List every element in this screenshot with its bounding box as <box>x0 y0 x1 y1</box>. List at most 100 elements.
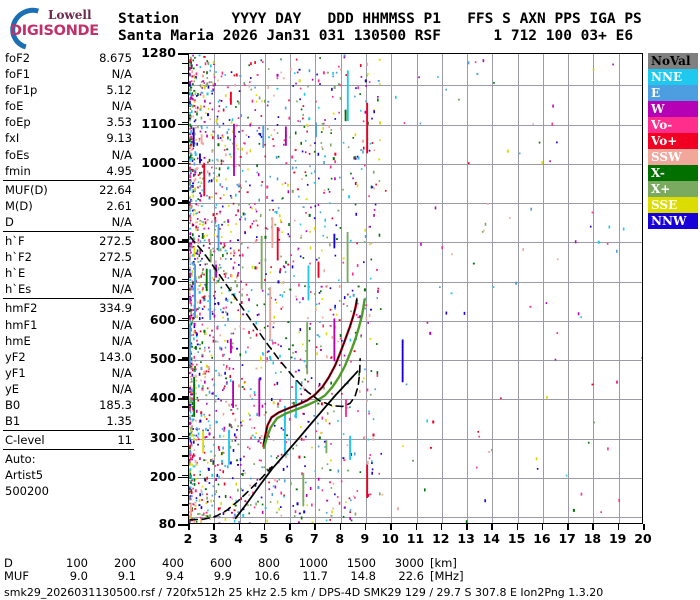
gridline-vertical <box>593 54 595 523</box>
y-axis-label: 400 <box>149 390 176 406</box>
y-axis-tick-major <box>178 398 188 400</box>
x-axis-tick <box>188 524 190 530</box>
x-axis-label: 8 <box>335 531 345 546</box>
legend-item-nne[interactable]: NNE <box>648 69 698 85</box>
param-row: hmE N/A <box>2 333 136 349</box>
param-row: foF1p 5.12 <box>2 82 136 98</box>
param-row: foF2 8.675 <box>2 50 136 66</box>
y-axis-tick-minor <box>182 386 188 388</box>
y-axis-tick-minor <box>182 435 188 438</box>
y-axis-label: 600 <box>149 311 176 327</box>
gridline-horizontal <box>189 124 642 126</box>
legend-item-nnw[interactable]: NNW <box>648 213 698 229</box>
y-axis-tick-minor <box>182 376 188 379</box>
footer-value: 9.1 <box>117 569 136 583</box>
gridline-vertical <box>239 54 241 523</box>
logo-digisonde-text: DIGISONDE <box>10 23 99 39</box>
y-axis-tick-minor <box>182 298 188 300</box>
x-axis-tick <box>491 524 493 530</box>
footer-value: 10.6 <box>254 569 280 583</box>
y-axis-label: 80 <box>158 516 176 531</box>
x-axis-label: 12 <box>432 531 450 546</box>
y-axis-tick-minor <box>182 239 188 241</box>
y-axis-tick-major <box>178 162 188 165</box>
param-value: 334.9 <box>99 301 132 316</box>
param-value: 3.53 <box>106 115 132 130</box>
param-value: N/A <box>111 214 132 229</box>
y-axis-tick-minor <box>182 102 188 104</box>
param-key: h`Es <box>5 282 32 297</box>
param-row: hmF1 N/A <box>2 317 136 333</box>
legend-item-noval[interactable]: NoVal <box>648 53 698 69</box>
param-value: N/A <box>111 67 132 82</box>
legend-item-vo[interactable]: Vo+ <box>648 133 698 149</box>
param-value: 4.95 <box>106 163 132 178</box>
gridline-horizontal <box>189 163 642 165</box>
y-axis-tick-minor <box>182 317 188 320</box>
y-axis-tick-minor <box>182 141 188 143</box>
param-value: 22.64 <box>99 182 132 197</box>
legend-item-x[interactable]: X+ <box>648 181 698 197</box>
param-key: hmF1 <box>5 317 38 332</box>
gridline-vertical <box>618 54 620 523</box>
footer-value: 3000 <box>394 556 424 570</box>
gridline-horizontal <box>189 242 642 244</box>
legend-item-ssw[interactable]: SSW <box>648 149 698 165</box>
gridline-horizontal <box>189 320 642 322</box>
x-axis-tick <box>592 524 594 530</box>
x-axis-label: 19 <box>608 531 627 546</box>
x-axis-label: 20 <box>634 531 652 546</box>
y-axis-tick-major <box>178 319 188 322</box>
lowell-digisonde-logo: Lowell DIGISONDE <box>2 0 116 58</box>
gridline-vertical <box>214 54 216 523</box>
param-row: yF2 143.0 <box>2 349 136 365</box>
gridline-horizontal <box>189 477 642 479</box>
gridline-vertical <box>441 54 443 523</box>
gridline-vertical <box>416 54 418 523</box>
ionogram-plot[interactable] <box>188 53 643 524</box>
legend-item-x[interactable]: X- <box>648 165 698 181</box>
legend-item-w[interactable]: W <box>648 101 698 117</box>
x-axis-label: 9 <box>360 531 370 546</box>
param-value: 8.675 <box>99 51 132 65</box>
param-row: foF1 N/A <box>2 66 136 82</box>
x-axis-tick <box>390 524 392 530</box>
y-axis-tick-minor <box>182 92 188 94</box>
ionogram-parameters-panel: foF2 8.675 foF1 N/A foF1p 5.12 foE N/A foEp 3.53 f… <box>2 50 136 500</box>
y-axis-label: 1000 <box>141 154 176 170</box>
autoscale-info-line: Auto: <box>5 452 36 467</box>
param-row: foE N/A <box>2 98 136 114</box>
autoscale-info-line: 500200 <box>5 484 49 499</box>
footer-row-label: D <box>4 556 13 570</box>
legend-item-vo[interactable]: Vo- <box>648 117 698 133</box>
param-key: h`F <box>5 234 25 249</box>
param-value: N/A <box>111 99 132 114</box>
y-axis-tick-major <box>178 53 188 55</box>
legend-item-e[interactable]: E <box>648 85 698 101</box>
x-axis-label: 3 <box>208 531 218 546</box>
footer-value: 400 <box>162 556 184 570</box>
x-axis-label: 17 <box>558 531 576 546</box>
gridline-vertical <box>467 54 469 523</box>
param-value: 9.13 <box>106 131 132 146</box>
logo-lowell-text: Lowell <box>48 8 92 22</box>
param-divider <box>3 298 134 300</box>
legend-item-sse[interactable]: SSE <box>648 197 698 213</box>
gridline-vertical <box>517 54 519 523</box>
param-row: fxI 9.13 <box>2 130 136 146</box>
param-row: M(D) 2.61 <box>2 198 136 214</box>
footer-value: 100 <box>66 556 88 570</box>
gridline-vertical <box>315 54 317 523</box>
param-key: MUF(D) <box>5 182 48 197</box>
y-axis-tick-major <box>178 202 188 204</box>
y-axis-tick-minor <box>182 416 188 418</box>
y-axis-tick-minor <box>182 465 188 467</box>
y-axis-tick-minor <box>182 160 188 163</box>
y-axis-tick-minor <box>182 337 188 339</box>
y-axis-tick-minor <box>182 327 188 330</box>
y-axis-tick-minor <box>182 367 188 369</box>
gridline-horizontal <box>189 281 642 283</box>
footer-unit: [MHz] <box>430 569 464 583</box>
param-key: h`F2 <box>5 250 32 265</box>
y-axis-tick-minor <box>182 180 188 182</box>
